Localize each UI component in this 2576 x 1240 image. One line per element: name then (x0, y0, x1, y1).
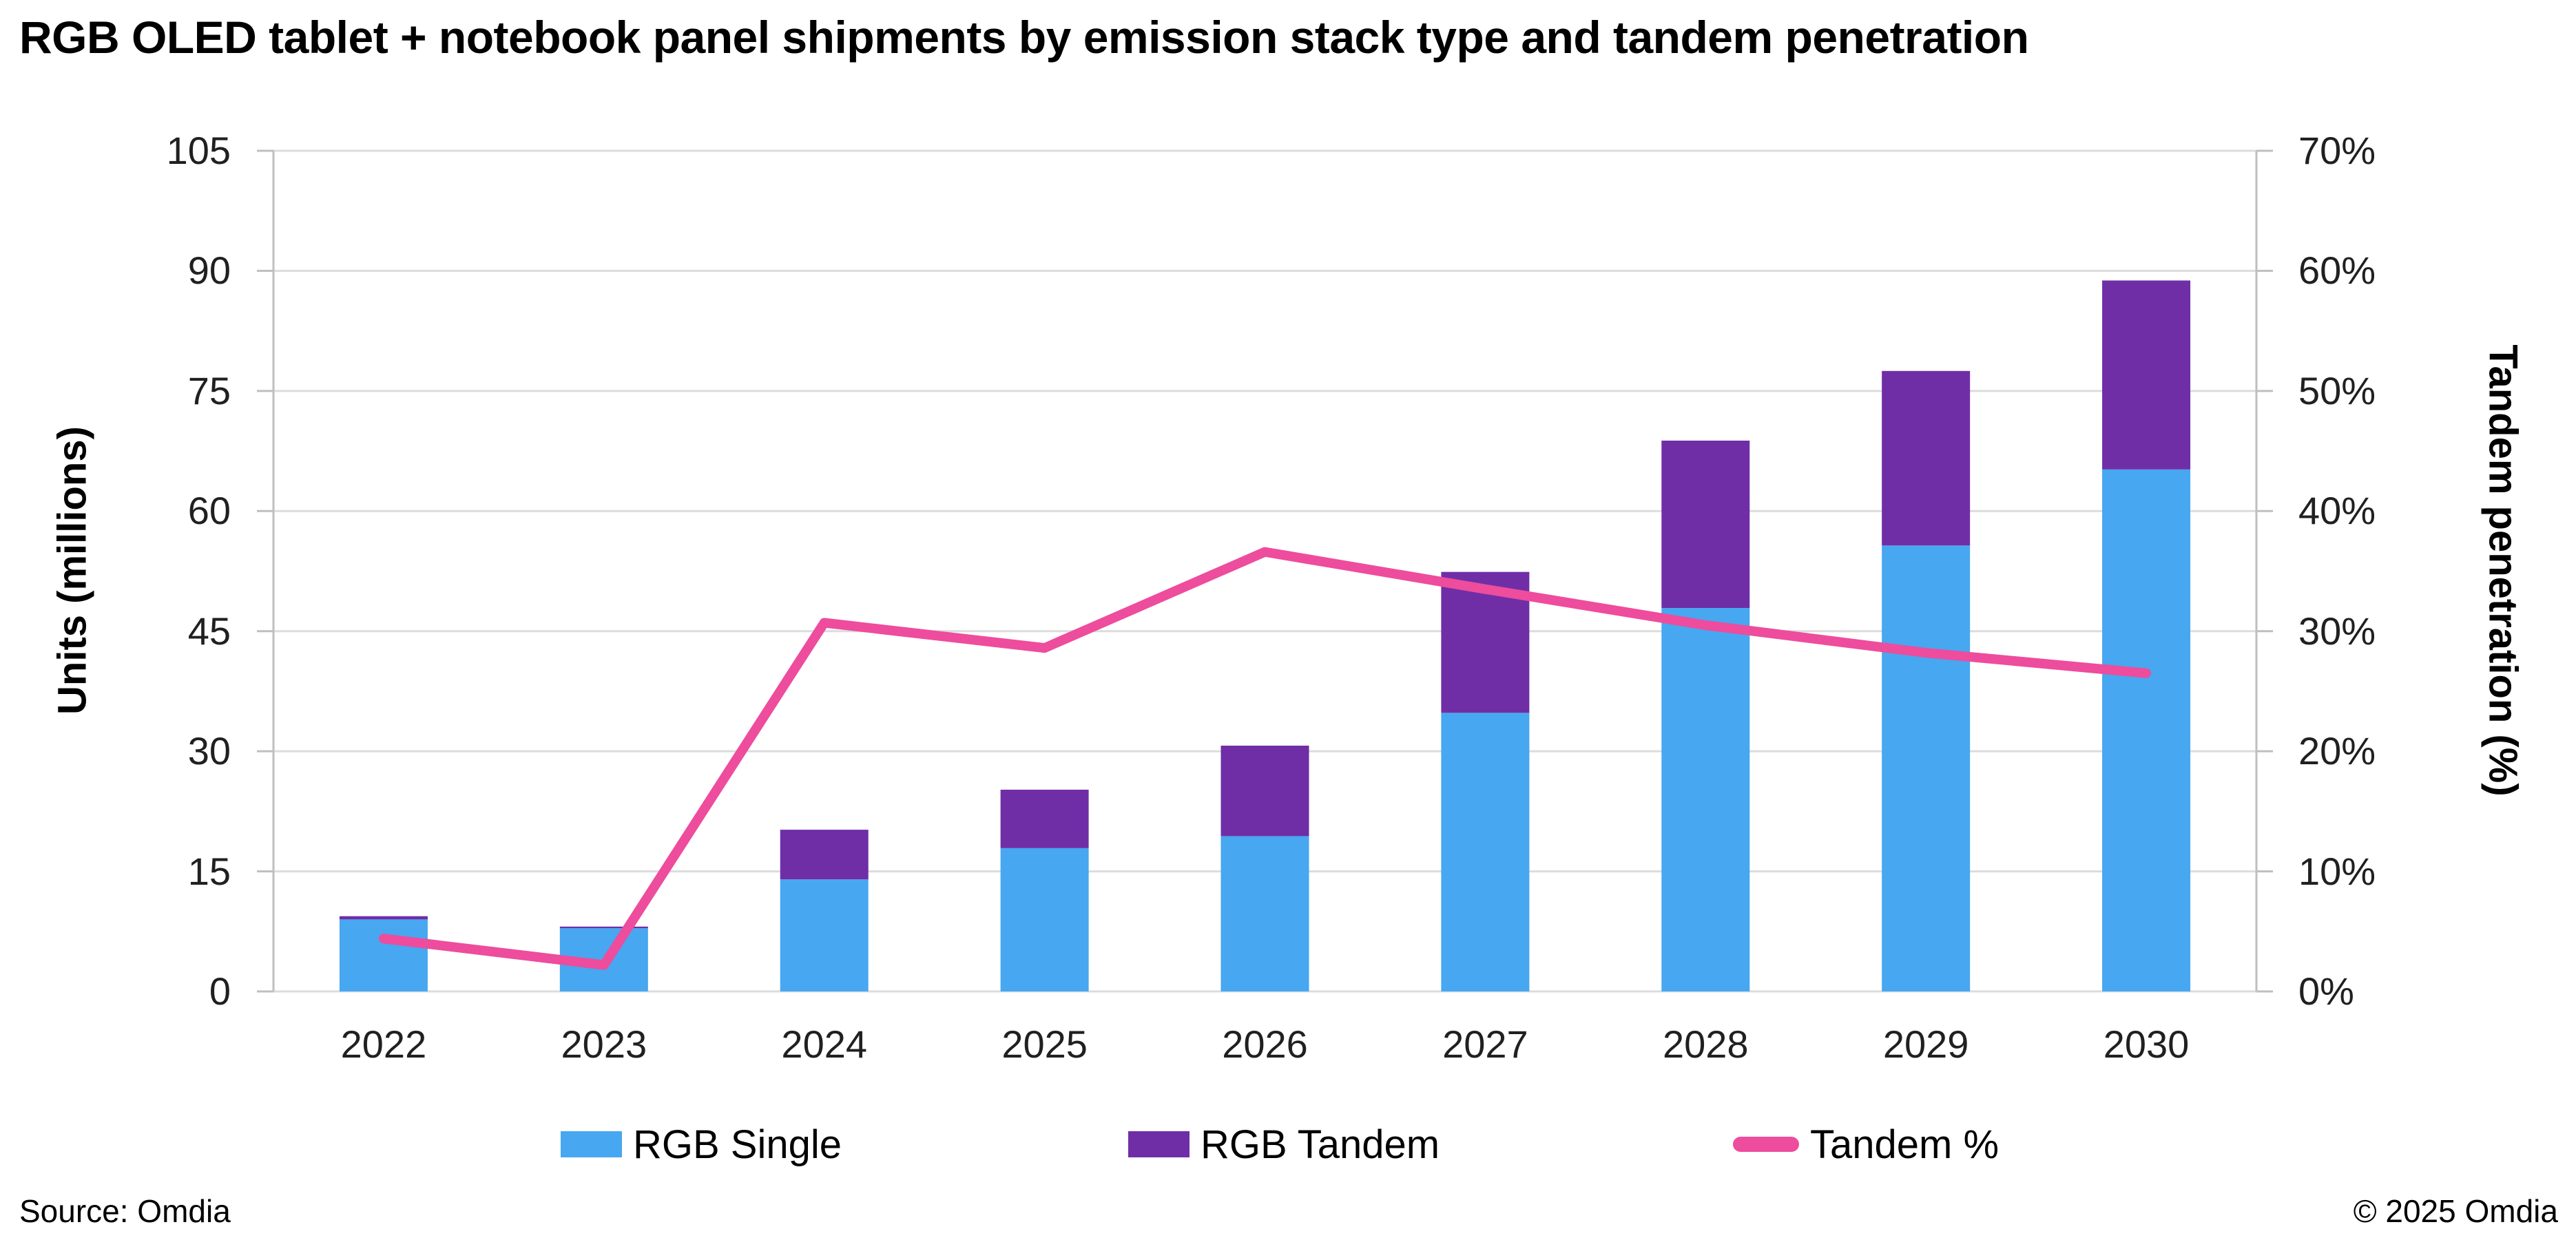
left-axis-tick-label: 0 (209, 969, 231, 1013)
bar-segment-rgb-tandem (1221, 746, 1309, 837)
bar-segment-rgb-single (339, 919, 428, 991)
bar-segment-rgb-tandem (339, 916, 428, 920)
bar-segment-rgb-single (1882, 545, 1971, 991)
x-axis-tick-label: 2025 (1001, 1022, 1088, 1066)
legend-label: RGB Single (633, 1122, 842, 1167)
left-axis-tick-label: 45 (187, 609, 231, 653)
x-axis-tick-label: 2022 (340, 1022, 427, 1066)
bar-segment-rgb-single (780, 879, 869, 991)
x-axis-tick-label: 2024 (781, 1022, 867, 1066)
bar-segment-rgb-tandem (2102, 280, 2191, 470)
left-axis-tick-label: 60 (187, 489, 231, 533)
chart-title: RGB OLED tablet + notebook panel shipmen… (19, 12, 2029, 63)
bar-segment-rgb-tandem (1000, 789, 1089, 848)
x-axis-tick-label: 2029 (1882, 1022, 1969, 1066)
left-axis-title: Units (millions) (50, 426, 95, 715)
legend-line-marker (1733, 1137, 1799, 1152)
right-axis-tick-label: 40% (2298, 489, 2376, 533)
legend-item: RGB Tandem (1128, 1117, 1440, 1172)
x-axis-tick-label: 2028 (1662, 1022, 1749, 1066)
left-axis-tick-label: 90 (187, 249, 231, 293)
right-axis-title: Tandem penetration (%) (2480, 344, 2526, 797)
left-axis-tick-label: 105 (166, 129, 231, 172)
bar-segment-rgb-single (1661, 607, 1750, 991)
bar-segment-rgb-tandem (780, 830, 869, 880)
bar-segment-rgb-tandem (1661, 440, 1750, 608)
left-axis-tick-label: 15 (187, 849, 231, 893)
x-axis-tick-label: 2027 (1442, 1022, 1528, 1066)
left-axis-tick-label: 75 (187, 368, 231, 412)
legend-item: Tandem % (1733, 1117, 1999, 1172)
bar-segment-rgb-tandem (559, 926, 648, 929)
x-axis-tick-label: 2023 (561, 1022, 647, 1066)
right-axis-tick-label: 30% (2298, 609, 2376, 653)
right-axis-tick-label: 20% (2298, 729, 2376, 773)
right-axis-tick-label: 10% (2298, 849, 2376, 893)
bar-segment-rgb-single (2102, 469, 2191, 991)
legend-color-swatch (1128, 1131, 1190, 1157)
right-axis-tick-label: 50% (2298, 368, 2376, 412)
bar-segment-rgb-single (1000, 848, 1089, 991)
legend-color-swatch (561, 1131, 622, 1157)
legend-label: RGB Tandem (1201, 1122, 1440, 1167)
right-axis-tick-label: 70% (2298, 129, 2376, 172)
bar-segment-rgb-single (1441, 713, 1530, 991)
right-axis-tick-label: 60% (2298, 249, 2376, 293)
tandem-percent-line (378, 547, 2152, 970)
legend: RGB Single RGB Tandem Tandem % (0, 1117, 2576, 1172)
left-axis-tick-label: 30 (187, 729, 231, 773)
x-axis-tick-label: 2026 (1222, 1022, 1308, 1066)
right-axis-tick-label: 0% (2298, 969, 2354, 1013)
x-axis-tick-label: 2030 (2103, 1022, 2190, 1066)
source-note: Source: Omdia (19, 1193, 231, 1229)
bar-segment-rgb-tandem (1882, 370, 1971, 546)
bar-segment-rgb-single (1221, 836, 1309, 991)
legend-label: Tandem % (1810, 1122, 1999, 1167)
copyright-note: © 2025 Omdia (2353, 1193, 2558, 1229)
legend-item: RGB Single (561, 1117, 842, 1172)
